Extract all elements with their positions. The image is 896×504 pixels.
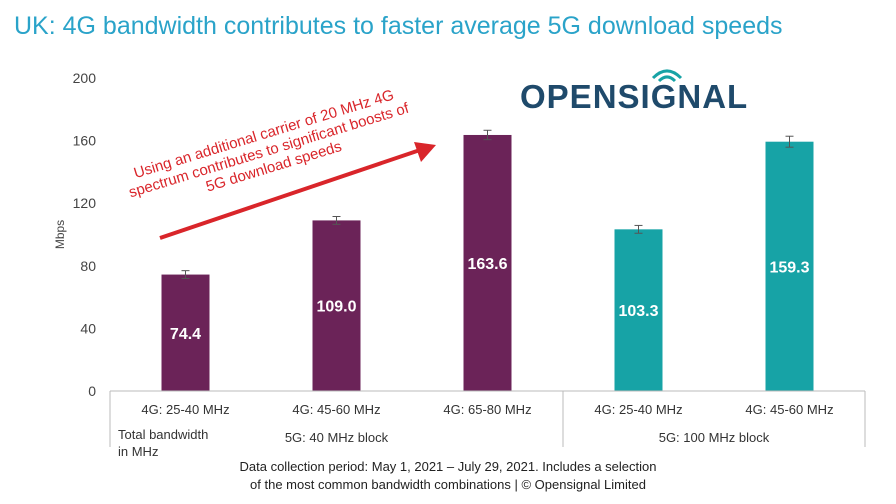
x-tick-label: 4G: 45-60 MHz [292, 402, 380, 417]
footnote: Data collection period: May 1, 2021 – Ju… [0, 458, 896, 494]
opensignal-logo: OPENSIGNAL [520, 69, 749, 116]
y-axis-label: Mbps [53, 220, 67, 249]
footnote-line-2: of the most common bandwidth combination… [250, 477, 646, 492]
y-tick-label: 120 [73, 195, 97, 211]
y-tick-label: 0 [88, 383, 96, 399]
x-tick-label: 4G: 45-60 MHz [745, 402, 833, 417]
y-tick-label: 80 [80, 258, 96, 274]
logo-text: OPENSIGNAL [520, 78, 749, 115]
data-label: 103.3 [618, 303, 658, 320]
bar [161, 274, 210, 391]
x-tick-label: 4G: 25-40 MHz [594, 402, 682, 417]
axis-caption-line-1: Total bandwidth [118, 427, 208, 442]
group-label: 5G: 40 MHz block [285, 430, 389, 445]
x-tick-label: 4G: 25-40 MHz [141, 402, 229, 417]
bar [765, 141, 814, 391]
data-label: 159.3 [769, 259, 809, 276]
footnote-line-1: Data collection period: May 1, 2021 – Ju… [239, 459, 657, 474]
y-tick-label: 40 [80, 320, 96, 336]
axis-caption-line-2: in MHz [118, 444, 158, 459]
data-label: 109.0 [316, 299, 356, 316]
x-tick-label: 4G: 65-80 MHz [443, 402, 531, 417]
data-label: 163.6 [467, 256, 507, 273]
annotation-arrow-shaft [159, 148, 421, 240]
data-label: 74.4 [170, 326, 201, 343]
annotation-arrow-head [414, 142, 436, 162]
bar [312, 220, 361, 391]
wifi-icon [651, 69, 683, 83]
y-tick-label: 200 [73, 70, 97, 86]
group-label: 5G: 100 MHz block [659, 430, 770, 445]
bar [614, 229, 663, 391]
y-tick-label: 160 [73, 133, 97, 149]
chart-title: UK: 4G bandwidth contributes to faster a… [14, 12, 783, 40]
bar [463, 134, 512, 391]
